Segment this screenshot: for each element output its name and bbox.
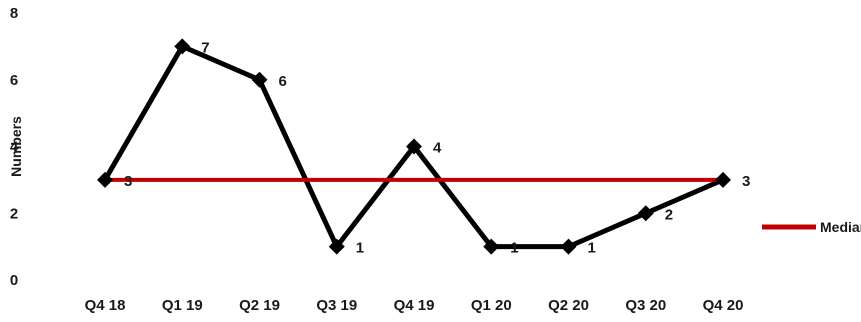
data-point-marker xyxy=(560,238,577,255)
x-tick-label: Q1 20 xyxy=(471,297,512,314)
data-point-marker xyxy=(637,205,654,222)
x-tick-label: Q4 18 xyxy=(85,297,126,314)
data-point-marker xyxy=(715,171,731,188)
data-point-marker xyxy=(251,71,268,88)
legend: Median xyxy=(762,219,861,235)
data-label: 6 xyxy=(279,73,287,90)
y-tick-label: 0 xyxy=(10,272,18,289)
y-axis-ticks: 0 2 4 6 8 xyxy=(10,5,19,289)
x-tick-label: Q4 19 xyxy=(394,297,435,314)
x-tick-label: Q1 19 xyxy=(162,297,203,314)
data-point-marker xyxy=(483,238,500,255)
data-label: 4 xyxy=(433,140,442,157)
y-tick-label: 4 xyxy=(10,139,19,156)
data-point-marker xyxy=(328,238,345,255)
x-tick-label: Q2 19 xyxy=(239,297,280,314)
x-tick-label: Q2 20 xyxy=(548,297,589,314)
data-label: 1 xyxy=(510,240,518,257)
data-label: 2 xyxy=(665,206,673,223)
data-point-marker xyxy=(174,38,191,55)
data-point-marker xyxy=(406,138,422,155)
data-labels: 3 7 6 1 4 1 1 2 3 xyxy=(124,39,750,256)
data-point-marker xyxy=(97,171,113,188)
data-label: 3 xyxy=(742,173,750,190)
data-label: 1 xyxy=(356,240,364,257)
data-label: 3 xyxy=(124,173,132,190)
y-tick-label: 8 xyxy=(10,5,18,22)
data-label: 7 xyxy=(201,39,209,56)
y-tick-label: 2 xyxy=(10,205,18,222)
y-axis-title: Numbers xyxy=(8,116,24,177)
series-layer xyxy=(97,38,731,255)
y-tick-label: 6 xyxy=(10,72,18,89)
x-tick-label: Q4 20 xyxy=(703,297,744,314)
data-label: 1 xyxy=(588,240,596,257)
x-tick-label: Q3 20 xyxy=(625,297,666,314)
y-axis-title-group: Numbers xyxy=(8,116,24,177)
legend-label-median: Median xyxy=(820,219,861,235)
x-tick-label: Q3 19 xyxy=(316,297,357,314)
x-axis-ticks: Q4 18 Q1 19 Q2 19 Q3 19 Q4 19 Q1 20 Q2 20 Q3 20… xyxy=(85,297,744,314)
